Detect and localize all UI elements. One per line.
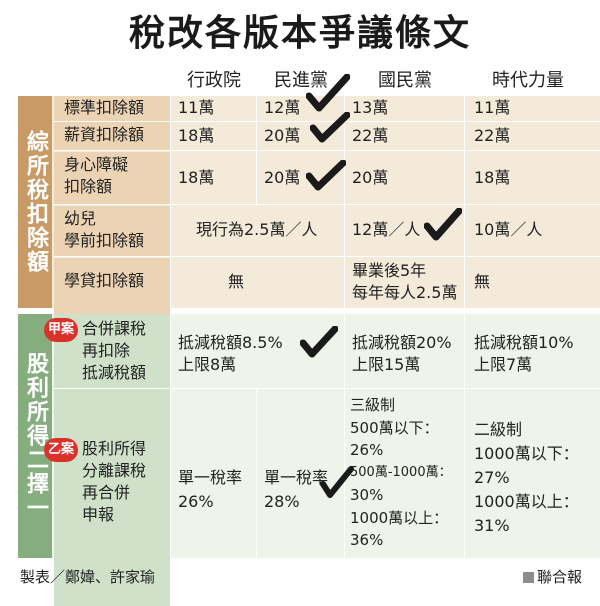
cell-preschool-npp: 10萬／人 <box>474 220 543 239</box>
check-mark-icon <box>306 160 346 191</box>
row-label-preschool-deduction: 幼兒 學前扣除額 <box>54 206 170 256</box>
cell-line: 500萬-1000萬： <box>350 464 452 480</box>
cell-standard-dpp: 12萬 <box>264 98 301 117</box>
column-divider <box>256 96 257 204</box>
plan-a-badge: 甲案 <box>44 318 78 342</box>
cell-line: 二級制 <box>474 420 523 439</box>
cell-plan-b-exec: 單一稅率 26% <box>178 466 242 514</box>
cell-line: 上限8萬 <box>178 355 237 374</box>
cell-salary-dpp: 20萬 <box>264 126 301 145</box>
row-label-line: 再合併 <box>82 483 131 502</box>
row-label-line: 合併課稅 <box>82 319 147 338</box>
cell-disability-npp: 18萬 <box>474 168 511 187</box>
cell-line: 抵減稅額8.5% <box>178 333 283 352</box>
cell-disability-kmt: 20萬 <box>352 168 389 187</box>
column-divider <box>170 314 171 558</box>
column-divider <box>170 96 171 308</box>
cell-line: 抵減稅額20% <box>352 333 452 352</box>
column-header-npp: 時代力量 <box>492 70 564 91</box>
cell-plan-b-kmt: 三級制 500萬以下： 26% 500萬-1000萬： 30% 1000萬以上：… <box>350 394 452 552</box>
cell-line: 36% <box>350 531 384 549</box>
column-divider <box>464 96 465 308</box>
column-header-executive-yuan: 行政院 <box>187 70 241 91</box>
column-header-kmt: 國民黨 <box>378 70 432 91</box>
cell-line: 1000萬以上： <box>350 508 449 527</box>
column-divider <box>464 314 465 558</box>
row-label-line: 股利所得 <box>82 439 147 458</box>
cell-standard-exec: 11萬 <box>178 98 215 117</box>
cell-standard-kmt: 13萬 <box>352 98 389 117</box>
cell-line: 1000萬以下： <box>474 444 579 463</box>
cell-salary-exec: 18萬 <box>178 126 215 145</box>
cell-preschool-kmt: 12萬／人 <box>352 220 421 239</box>
row-label-line: 申報 <box>82 505 115 524</box>
check-mark-icon <box>320 466 354 498</box>
column-header-dpp: 民進黨 <box>274 70 328 91</box>
footer-source: 聯合報 <box>522 566 582 587</box>
column-divider <box>256 390 257 558</box>
column-divider <box>344 314 345 558</box>
cell-preschool-exec-dpp: 現行為2.5萬／人 <box>196 220 318 239</box>
cell-line: 單一稅率 <box>264 468 329 487</box>
check-mark-icon <box>310 112 350 143</box>
row-divider <box>54 256 600 257</box>
row-label-line: 幼兒 <box>64 209 97 228</box>
row-label-line: 身心障礙 <box>64 155 129 174</box>
row-label-line: 學前扣除額 <box>64 231 145 250</box>
row-divider <box>54 150 600 151</box>
plan-b-badge: 乙案 <box>44 438 78 462</box>
cell-line: 畢業後5年 <box>352 261 427 280</box>
row-divider <box>54 204 600 205</box>
cell-disability-exec: 18萬 <box>178 168 215 187</box>
cell-line: 抵減稅額10% <box>474 333 574 352</box>
row-label-line: 扣除額 <box>64 177 113 196</box>
row-divider <box>54 388 600 389</box>
cell-plan-b-dpp: 單一稅率 28% <box>264 466 328 514</box>
cell-line: 31% <box>474 516 510 535</box>
cell-line: 28% <box>264 492 300 511</box>
row-label-line: 再扣除 <box>82 341 131 360</box>
cell-line: 上限7萬 <box>474 355 533 374</box>
cell-line: 26% <box>178 492 214 511</box>
row-label-standard-deduction: 標準扣除額 <box>54 96 170 121</box>
cell-salary-npp: 22萬 <box>474 126 511 145</box>
row-label-student-loan-deduction: 學貸扣除額 <box>54 258 170 318</box>
row-divider <box>54 121 600 122</box>
cell-line: 單一稅率 <box>178 468 243 487</box>
cell-student-loan-kmt: 畢業後5年 每年每人2.5萬 <box>352 260 457 304</box>
square-icon <box>522 572 534 583</box>
cell-student-loan-npp: 無 <box>474 272 491 291</box>
row-label-line: 分離課稅 <box>82 461 147 480</box>
section-label-dividend: 股利所得二擇一 <box>18 314 52 558</box>
check-mark-icon <box>300 326 338 358</box>
row-label-disability-deduction: 身心障礙 扣除額 <box>54 152 170 204</box>
cell-line: 26% <box>350 441 384 459</box>
row-label-plan-a: 合併課稅 再扣除 抵減稅額 <box>54 314 170 390</box>
cell-plan-b-npp: 二級制 1000萬以下： 27% 1000萬以上： 31% <box>474 418 579 538</box>
cell-line: 三級制 <box>350 396 396 414</box>
cell-line: 27% <box>474 468 510 487</box>
row-label-plan-b: 股利所得 分離課稅 再合併 申報 <box>54 390 170 606</box>
row-label-line: 抵減稅額 <box>82 363 147 382</box>
cell-line: 500萬以下： <box>350 418 439 437</box>
check-mark-icon <box>424 208 462 241</box>
cell-line: 30% <box>350 486 384 504</box>
cell-standard-npp: 11萬 <box>474 98 511 117</box>
cell-plan-a-kmt: 抵減稅額20% 上限15萬 <box>352 332 452 376</box>
cell-line: 上限15萬 <box>352 355 421 374</box>
cell-line: 每年每人2.5萬 <box>352 283 458 302</box>
column-divider <box>344 96 345 308</box>
cell-plan-a-exec-dpp: 抵減稅額8.5% 上限8萬 <box>178 332 283 376</box>
check-mark-icon <box>306 74 350 112</box>
page-title: 稅改各版本爭議條文 <box>128 13 471 54</box>
footer-credit: 製表／鄭媁、許家瑜 <box>20 568 156 586</box>
section-label-deductions: 綜所稅扣除額 <box>18 96 52 308</box>
row-label-salary-deduction: 薪資扣除額 <box>54 122 170 150</box>
cell-salary-kmt: 22萬 <box>352 126 389 145</box>
cell-student-loan-exec-dpp: 無 <box>228 272 245 291</box>
footer-source-label: 聯合報 <box>536 568 582 586</box>
cell-line: 1000萬以上： <box>474 492 579 511</box>
cell-plan-a-npp: 抵減稅額10% 上限7萬 <box>474 332 574 376</box>
cell-disability-dpp: 20萬 <box>264 168 301 187</box>
